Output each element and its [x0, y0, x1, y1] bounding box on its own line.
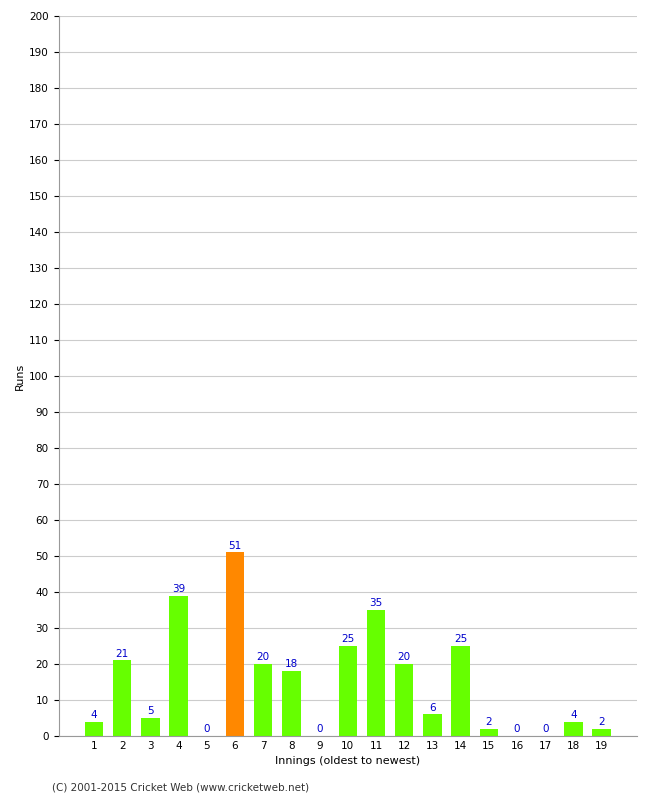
Text: 5: 5 — [147, 706, 153, 716]
Text: 2: 2 — [598, 717, 605, 727]
Text: 4: 4 — [570, 710, 577, 720]
Text: 0: 0 — [317, 724, 323, 734]
Text: 18: 18 — [285, 659, 298, 670]
Bar — [254, 664, 272, 736]
Text: 20: 20 — [398, 652, 411, 662]
Bar — [423, 714, 441, 736]
Text: 25: 25 — [341, 634, 354, 644]
Text: 25: 25 — [454, 634, 467, 644]
Bar — [282, 671, 300, 736]
Text: 20: 20 — [257, 652, 270, 662]
Text: (C) 2001-2015 Cricket Web (www.cricketweb.net): (C) 2001-2015 Cricket Web (www.cricketwe… — [52, 782, 309, 792]
Text: 35: 35 — [369, 598, 383, 608]
Bar — [339, 646, 357, 736]
Bar — [113, 661, 131, 736]
Text: 6: 6 — [429, 702, 436, 713]
Bar — [170, 595, 188, 736]
Text: 0: 0 — [514, 724, 520, 734]
Text: 4: 4 — [90, 710, 98, 720]
Bar — [480, 729, 498, 736]
Text: 39: 39 — [172, 584, 185, 594]
Bar — [84, 722, 103, 736]
Bar — [226, 553, 244, 736]
Bar — [141, 718, 159, 736]
Text: 0: 0 — [203, 724, 210, 734]
X-axis label: Innings (oldest to newest): Innings (oldest to newest) — [275, 757, 421, 766]
Text: 21: 21 — [116, 649, 129, 658]
Text: 2: 2 — [486, 717, 492, 727]
Bar — [451, 646, 470, 736]
Text: 0: 0 — [542, 724, 549, 734]
Bar — [395, 664, 413, 736]
Y-axis label: Runs: Runs — [15, 362, 25, 390]
Bar — [367, 610, 385, 736]
Bar — [592, 729, 611, 736]
Bar — [564, 722, 582, 736]
Text: 51: 51 — [228, 541, 242, 550]
